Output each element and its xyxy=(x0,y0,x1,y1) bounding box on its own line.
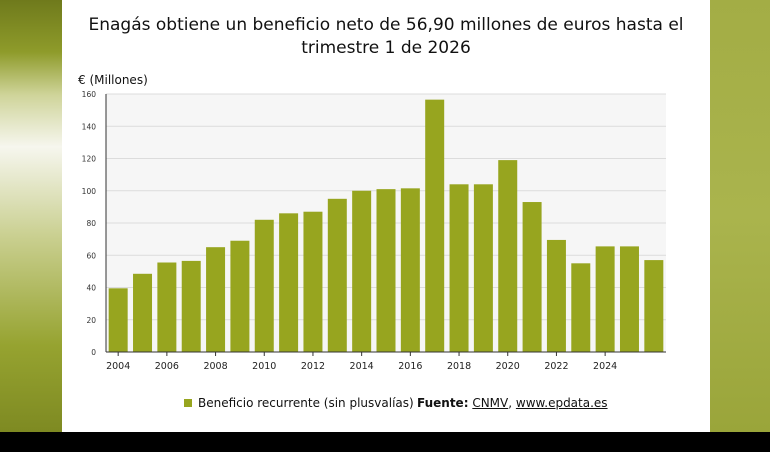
y-tick-label: 120 xyxy=(82,155,97,164)
bottom-black-bar xyxy=(0,432,770,452)
bar-2019 xyxy=(473,184,493,352)
bar-2013 xyxy=(327,198,347,352)
source-link-cnmv[interactable]: CNMV xyxy=(472,396,509,410)
bar-2011 xyxy=(279,213,299,352)
bar-2022 xyxy=(546,239,566,352)
x-tick-label: 2004 xyxy=(106,361,130,372)
legend-swatch xyxy=(184,399,192,407)
y-tick-label: 80 xyxy=(86,219,96,228)
bar-2014 xyxy=(352,190,372,352)
bar-2020 xyxy=(498,160,518,352)
bar-2008 xyxy=(206,247,226,352)
bar-2026 xyxy=(644,260,664,352)
x-tick-label: 2016 xyxy=(398,361,422,372)
x-tick-label: 2018 xyxy=(447,361,471,372)
bar-2015 xyxy=(376,189,396,352)
bar-2007 xyxy=(181,260,201,352)
source-credit: Fuente: CNMV, www.epdata.es xyxy=(417,396,608,410)
source-prefix: Fuente: xyxy=(417,396,469,410)
y-tick-label: 140 xyxy=(82,122,97,131)
bar-2010 xyxy=(254,219,274,352)
bar-2016 xyxy=(400,188,420,352)
x-tick-label: 2022 xyxy=(544,361,568,372)
source-link-epdata[interactable]: www.epdata.es xyxy=(515,396,608,410)
bar-2024 xyxy=(595,246,615,352)
x-tick-label: 2006 xyxy=(155,361,179,372)
x-tick-label: 2008 xyxy=(203,361,227,372)
x-tick-label: 2024 xyxy=(593,361,617,372)
bar-chart: 0 20 40 60 80 100 120 140 160 2004 2006 2008 2010 201… xyxy=(82,90,666,372)
bar-2006 xyxy=(157,262,177,352)
x-tick-label: 2012 xyxy=(301,361,325,372)
chart-panel: Enagás obtiene un beneficio neto de 56,9… xyxy=(62,0,710,432)
x-tick-label: 2020 xyxy=(496,361,520,372)
y-tick-label: 40 xyxy=(86,284,96,293)
right-decor-band xyxy=(710,0,770,432)
y-axis-unit-label: € (Millones) xyxy=(78,73,148,87)
bar-2012 xyxy=(303,211,323,352)
bar-2023 xyxy=(571,263,591,352)
bar-2018 xyxy=(449,184,469,352)
chart-title: Enagás obtiene un beneficio neto de 56,9… xyxy=(88,15,684,58)
x-tick-label: 2014 xyxy=(350,361,374,372)
bar-2021 xyxy=(522,202,542,352)
y-tick-label: 20 xyxy=(86,316,96,325)
x-tick-label: 2010 xyxy=(252,361,276,372)
bar-2004 xyxy=(108,288,128,352)
source-separator: , xyxy=(508,396,513,410)
y-tick-label: 60 xyxy=(86,251,96,260)
legend-label: Beneficio recurrente (sin plusvalías) xyxy=(198,396,414,410)
left-decor-band xyxy=(0,0,62,432)
bar-2025 xyxy=(619,246,639,352)
bar-2005 xyxy=(133,273,153,352)
y-tick-label: 160 xyxy=(82,90,97,99)
legend: Beneficio recurrente (sin plusvalías) xyxy=(184,396,414,410)
y-tick-label: 0 xyxy=(91,348,96,357)
y-tick-label: 100 xyxy=(82,187,97,196)
bar-2017 xyxy=(425,99,445,352)
bar-2009 xyxy=(230,240,250,352)
